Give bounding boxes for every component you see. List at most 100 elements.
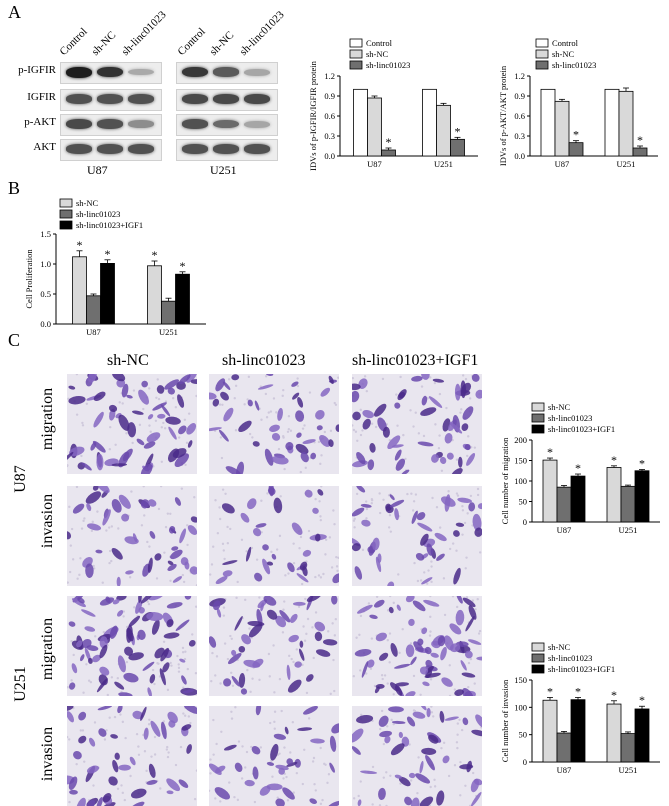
stained-cell <box>421 374 430 380</box>
stained-cell <box>122 448 133 462</box>
stained-cell <box>444 716 459 721</box>
stained-cell <box>331 723 339 734</box>
membrane-pore <box>412 425 415 428</box>
stained-cell <box>471 729 482 737</box>
stained-cell <box>223 407 234 422</box>
membrane-pore <box>304 597 307 601</box>
membrane-pore <box>227 378 231 381</box>
stained-cell <box>352 383 361 391</box>
membrane-pore <box>132 389 136 392</box>
stained-cell <box>174 453 190 468</box>
membrane-pore <box>478 551 482 554</box>
stained-cell <box>395 458 406 471</box>
stained-cell <box>132 710 144 720</box>
stained-cell <box>240 688 248 695</box>
stained-cell <box>470 791 482 806</box>
membrane-pore <box>401 628 404 631</box>
membrane-pore <box>155 577 159 580</box>
stained-cell <box>297 397 304 408</box>
membrane-pore <box>120 784 123 787</box>
membrane-pore <box>71 558 75 561</box>
membrane-pore <box>397 573 400 576</box>
stained-cell <box>352 390 360 403</box>
stained-cell <box>254 400 260 411</box>
membrane-pore <box>240 538 244 542</box>
stained-cell <box>247 620 265 627</box>
y-tick-label: 0.3 <box>514 131 525 141</box>
stained-cell <box>156 385 165 394</box>
stained-cell <box>245 546 252 562</box>
membrane-pore <box>382 742 386 746</box>
stained-cell <box>84 626 96 632</box>
membrane-pore <box>355 636 358 639</box>
y-tick-label: 0.6 <box>514 111 525 121</box>
column-header-shlinc-igf1: sh-linc01023+IGF1 <box>352 352 479 369</box>
membrane-pore <box>322 572 325 576</box>
stained-cell <box>366 659 375 668</box>
bar <box>100 263 115 325</box>
membrane-pore <box>80 527 84 530</box>
membrane-pore <box>353 526 356 529</box>
stained-cell <box>124 646 134 656</box>
stained-cell <box>84 647 91 661</box>
stained-cell <box>111 547 123 560</box>
membrane-pore <box>308 391 312 394</box>
membrane-pore <box>218 506 221 509</box>
stained-cell <box>286 664 291 680</box>
bar <box>86 295 101 325</box>
membrane-pore <box>194 671 197 675</box>
membrane-pore <box>167 751 170 754</box>
membrane-pore <box>416 791 419 795</box>
legend-label: sh-linc01023 <box>548 413 592 423</box>
stained-cell <box>269 424 280 433</box>
membrane-pore <box>412 674 416 678</box>
membrane-pore <box>390 718 393 722</box>
membrane-pore <box>354 430 358 433</box>
blot-band <box>97 94 123 104</box>
membrane-pore <box>183 657 187 661</box>
membrane-pore <box>160 460 164 463</box>
membrane-pore <box>214 797 217 800</box>
membrane-pore <box>471 599 475 602</box>
stained-cell <box>415 773 431 784</box>
bar <box>554 100 570 157</box>
stained-cell <box>99 644 108 659</box>
membrane-pore <box>128 576 132 579</box>
membrane-pore <box>455 549 458 552</box>
stained-cell <box>372 537 380 551</box>
membrane-pore <box>287 415 291 418</box>
membrane-pore <box>210 679 213 683</box>
blot-band <box>128 68 154 76</box>
membrane-pore <box>221 542 225 546</box>
membrane-pore <box>355 492 359 496</box>
stained-cell <box>87 523 102 531</box>
membrane-pore <box>171 397 175 400</box>
stained-cell <box>446 452 454 460</box>
stained-cell <box>257 384 274 390</box>
stained-cell <box>152 402 167 411</box>
y-tick-label: 200 <box>514 435 527 445</box>
membrane-pore <box>138 423 142 427</box>
membrane-pore <box>169 579 172 582</box>
stained-cell <box>270 743 279 761</box>
membrane-pore <box>75 413 79 416</box>
stained-cell <box>417 441 434 447</box>
legend-swatch <box>349 60 363 70</box>
membrane-pore <box>234 706 237 709</box>
bar <box>175 273 190 325</box>
stained-cell <box>285 442 294 451</box>
membrane-pore <box>423 571 426 574</box>
stained-cell <box>277 407 283 421</box>
stained-cell <box>412 711 426 719</box>
legend-swatch <box>531 413 545 423</box>
stained-cell <box>389 494 395 501</box>
stained-cell <box>312 507 319 514</box>
membrane-pore <box>105 729 108 732</box>
membrane-pore <box>209 573 212 576</box>
stained-cell <box>289 613 298 623</box>
stained-cell <box>170 549 183 560</box>
membrane-pore <box>275 411 278 414</box>
stained-cell <box>449 623 462 635</box>
membrane-pore <box>269 410 273 413</box>
